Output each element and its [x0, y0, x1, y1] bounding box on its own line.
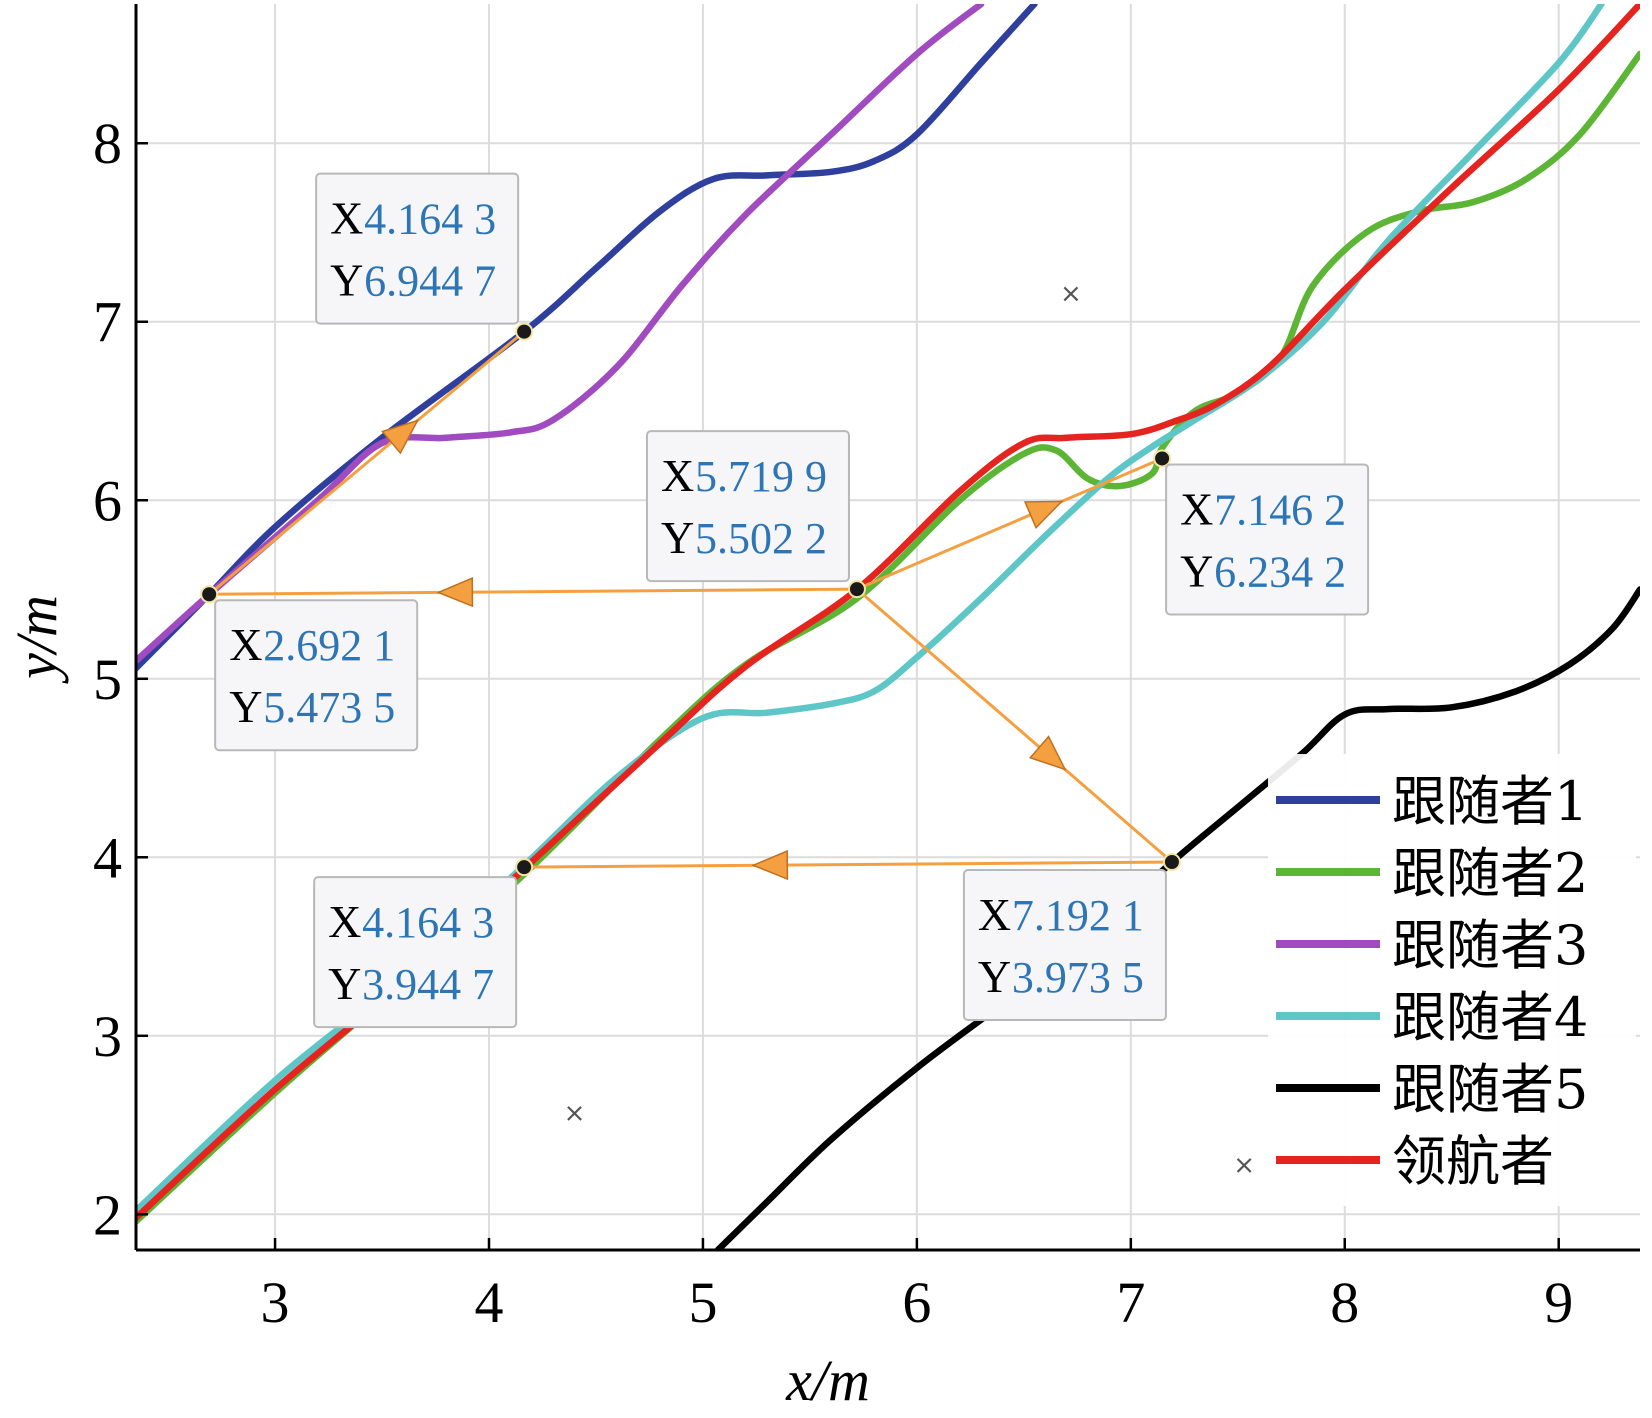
datatip-y-value: 6.944 7 [364, 257, 496, 306]
x-tick-label: 7 [1116, 1270, 1145, 1335]
datatip-box [214, 599, 419, 752]
x-tick-label: 4 [475, 1270, 504, 1335]
datatip-x-value: 2.692 1 [263, 621, 395, 670]
datatip-x-value: 4.164 3 [364, 195, 496, 244]
datatip-box [315, 172, 520, 325]
datatip-x-key: X [661, 450, 694, 501]
datatip-y-value: 3.973 5 [1012, 953, 1144, 1002]
datatip-x-key: X [1180, 483, 1213, 534]
arrow-head-3 [1023, 500, 1064, 529]
arrow-head-2 [436, 577, 474, 608]
x-axis-title: x/m [785, 1348, 870, 1413]
legend-label-4: 跟随者4 [1392, 986, 1588, 1049]
datatip-x-key: X [330, 193, 363, 244]
y-tick-label: 5 [93, 647, 122, 712]
datatip-y-value: 3.944 7 [362, 960, 494, 1009]
legend-label-3: 跟随者3 [1392, 914, 1588, 977]
datatip-box [313, 876, 518, 1029]
datatip-box [962, 869, 1167, 1022]
x-tick-label: 3 [261, 1270, 290, 1335]
datatip-6: X 7.192 1Y 3.973 5 [962, 869, 1167, 1022]
formation-arrows [208, 330, 1173, 881]
datatip-x-key: X [978, 889, 1011, 940]
datatip-box [1165, 463, 1370, 616]
datatip-x-key: X [229, 619, 262, 670]
y-tick-label: 6 [93, 468, 122, 533]
datatip-y-key: Y [978, 951, 1011, 1002]
datatip-point-3 [847, 580, 866, 599]
x-tick-label: 6 [902, 1270, 931, 1335]
y-tick-label: 7 [93, 290, 122, 355]
datatip-y-key: Y [661, 512, 694, 563]
datatip-1: X 4.164 3Y 6.944 7 [315, 172, 520, 325]
datatip-y-value: 6.234 2 [1214, 547, 1346, 596]
arrow-head-4 [1028, 735, 1067, 771]
axes: 3 4 5 6 7 8 9 2 3 4 5 6 7 8 x/m y/m [4, 4, 1640, 1413]
arrow-line-5 [524, 860, 1172, 869]
datatip-point-5 [515, 858, 534, 877]
datatip-x-value: 4.164 3 [362, 898, 494, 947]
legend-label-2: 跟随者2 [1392, 842, 1588, 905]
obstacle-marker-3: × [1233, 1150, 1255, 1180]
datatip-points [200, 322, 1181, 877]
datatip-y-value: 5.502 2 [695, 514, 827, 563]
datatip-y-key: Y [229, 681, 262, 732]
y-tick-label: 8 [93, 111, 122, 176]
series-line-1 [136, 4, 1038, 672]
series-lines [136, 4, 1640, 1250]
legend: 跟随者1 跟随者2 跟随者3 跟随者4 跟随者5 领航者 [1268, 754, 1636, 1206]
datatip-y-key: Y [330, 255, 363, 306]
arrow-head-5 [751, 849, 789, 881]
arrow-line-2 [209, 587, 857, 596]
y-tick-label: 3 [93, 1004, 122, 1069]
y-tick-label: 2 [93, 1182, 122, 1247]
datatip-point-2 [200, 585, 219, 604]
arrow-line-4 [855, 587, 1173, 864]
datatip-y-key: Y [328, 958, 361, 1009]
obstacle-markers: × × × [564, 279, 1255, 1180]
datatip-x-value: 7.192 1 [1012, 891, 1144, 940]
obstacle-marker-2: × [564, 1099, 586, 1129]
datatip-x-key: X [328, 896, 361, 947]
datatip-3: X 5.719 9Y 5.502 2 [645, 430, 850, 583]
datatip-y-value: 5.473 5 [263, 683, 395, 732]
legend-label-6: 领航者 [1392, 1130, 1554, 1193]
datatip-point-1 [515, 322, 534, 341]
datatip-point-6 [1162, 853, 1181, 872]
arrow-line-3 [856, 457, 1163, 591]
datatip-2: X 2.692 1Y 5.473 5 [214, 599, 419, 752]
series-line-5 [714, 586, 1640, 1250]
datatip-x-value: 5.719 9 [695, 452, 827, 501]
legend-label-1: 跟随者1 [1392, 770, 1588, 833]
arrow-line-1 [208, 330, 526, 596]
series-line-3 [136, 4, 985, 665]
legend-background [1268, 754, 1636, 1206]
x-tick-label: 5 [688, 1270, 717, 1335]
datatip-boxes: X 4.164 3Y 6.944 7X 2.692 1Y 5.473 5X 5.719 9… [214, 172, 1370, 1029]
y-tick-label: 4 [93, 825, 122, 890]
datatip-5: X 4.164 3Y 3.944 7 [313, 876, 518, 1029]
arrow-head-1 [381, 419, 420, 455]
x-tick-label: 9 [1544, 1270, 1573, 1335]
obstacle-marker-1: × [1060, 279, 1082, 309]
datatip-point-4 [1153, 449, 1172, 468]
x-tick-label: 8 [1330, 1270, 1359, 1335]
y-axis-title: y/m [4, 595, 69, 684]
datatip-box [645, 430, 850, 583]
datatip-y-key: Y [1180, 545, 1213, 596]
datatip-x-value: 7.146 2 [1214, 485, 1346, 534]
datatip-4: X 7.146 2Y 6.234 2 [1165, 463, 1370, 616]
legend-label-5: 跟随者5 [1392, 1058, 1588, 1121]
